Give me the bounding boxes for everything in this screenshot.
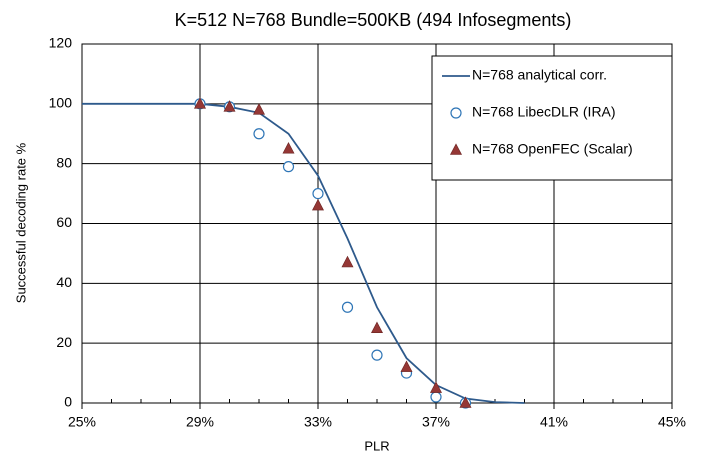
y-tick-label: 40 [56, 274, 72, 290]
x-tick-label: 45% [658, 414, 686, 430]
legend-label: N=768 OpenFEC (Scalar) [472, 141, 633, 157]
y-tick-label: 120 [49, 35, 73, 51]
circle-marker [341, 301, 354, 313]
x-tick-label: 25% [68, 414, 96, 430]
circle-marker [282, 161, 295, 173]
x-tick-label: 29% [186, 414, 214, 430]
circle-marker [253, 128, 265, 140]
x-tick-label: 41% [540, 414, 568, 430]
line-series [82, 102, 525, 404]
triangle-marker [253, 103, 265, 115]
y-tick-label: 0 [64, 394, 72, 410]
y-axis-label: Successful decoding rate % [13, 142, 28, 303]
legend-label: N=768 LibecDLR (IRA) [472, 104, 616, 120]
circle-marker [371, 349, 383, 361]
triangle-marker [371, 321, 383, 334]
triangle-marker [312, 198, 324, 211]
triangle-marker [282, 142, 295, 154]
circle-marker [312, 187, 324, 200]
y-tick-label: 100 [49, 95, 73, 111]
y-tick-label: 80 [56, 154, 72, 170]
triangle-marker [400, 360, 413, 372]
triangle-marker [459, 396, 472, 408]
circle-marker [450, 107, 462, 119]
chart-title: K=512 N=768 Bundle=500KB (494 Infosegmen… [175, 10, 572, 30]
legend-box [431, 55, 673, 181]
y-tick-label: 60 [56, 214, 72, 230]
x-tick-label: 33% [304, 414, 332, 430]
triangle-marker [341, 255, 354, 268]
triangle-marker [223, 100, 236, 112]
x-axis-label: PLR [364, 438, 389, 453]
x-tick-label: 37% [422, 414, 450, 430]
circle-marker [430, 391, 442, 403]
triangle-marker [194, 97, 206, 109]
plot-frame [81, 43, 673, 404]
legend-label: N=768 analytical corr. [472, 67, 607, 83]
triangle-marker [450, 143, 462, 155]
triangle-marker [430, 381, 442, 393]
y-tick-label: 20 [56, 334, 72, 350]
